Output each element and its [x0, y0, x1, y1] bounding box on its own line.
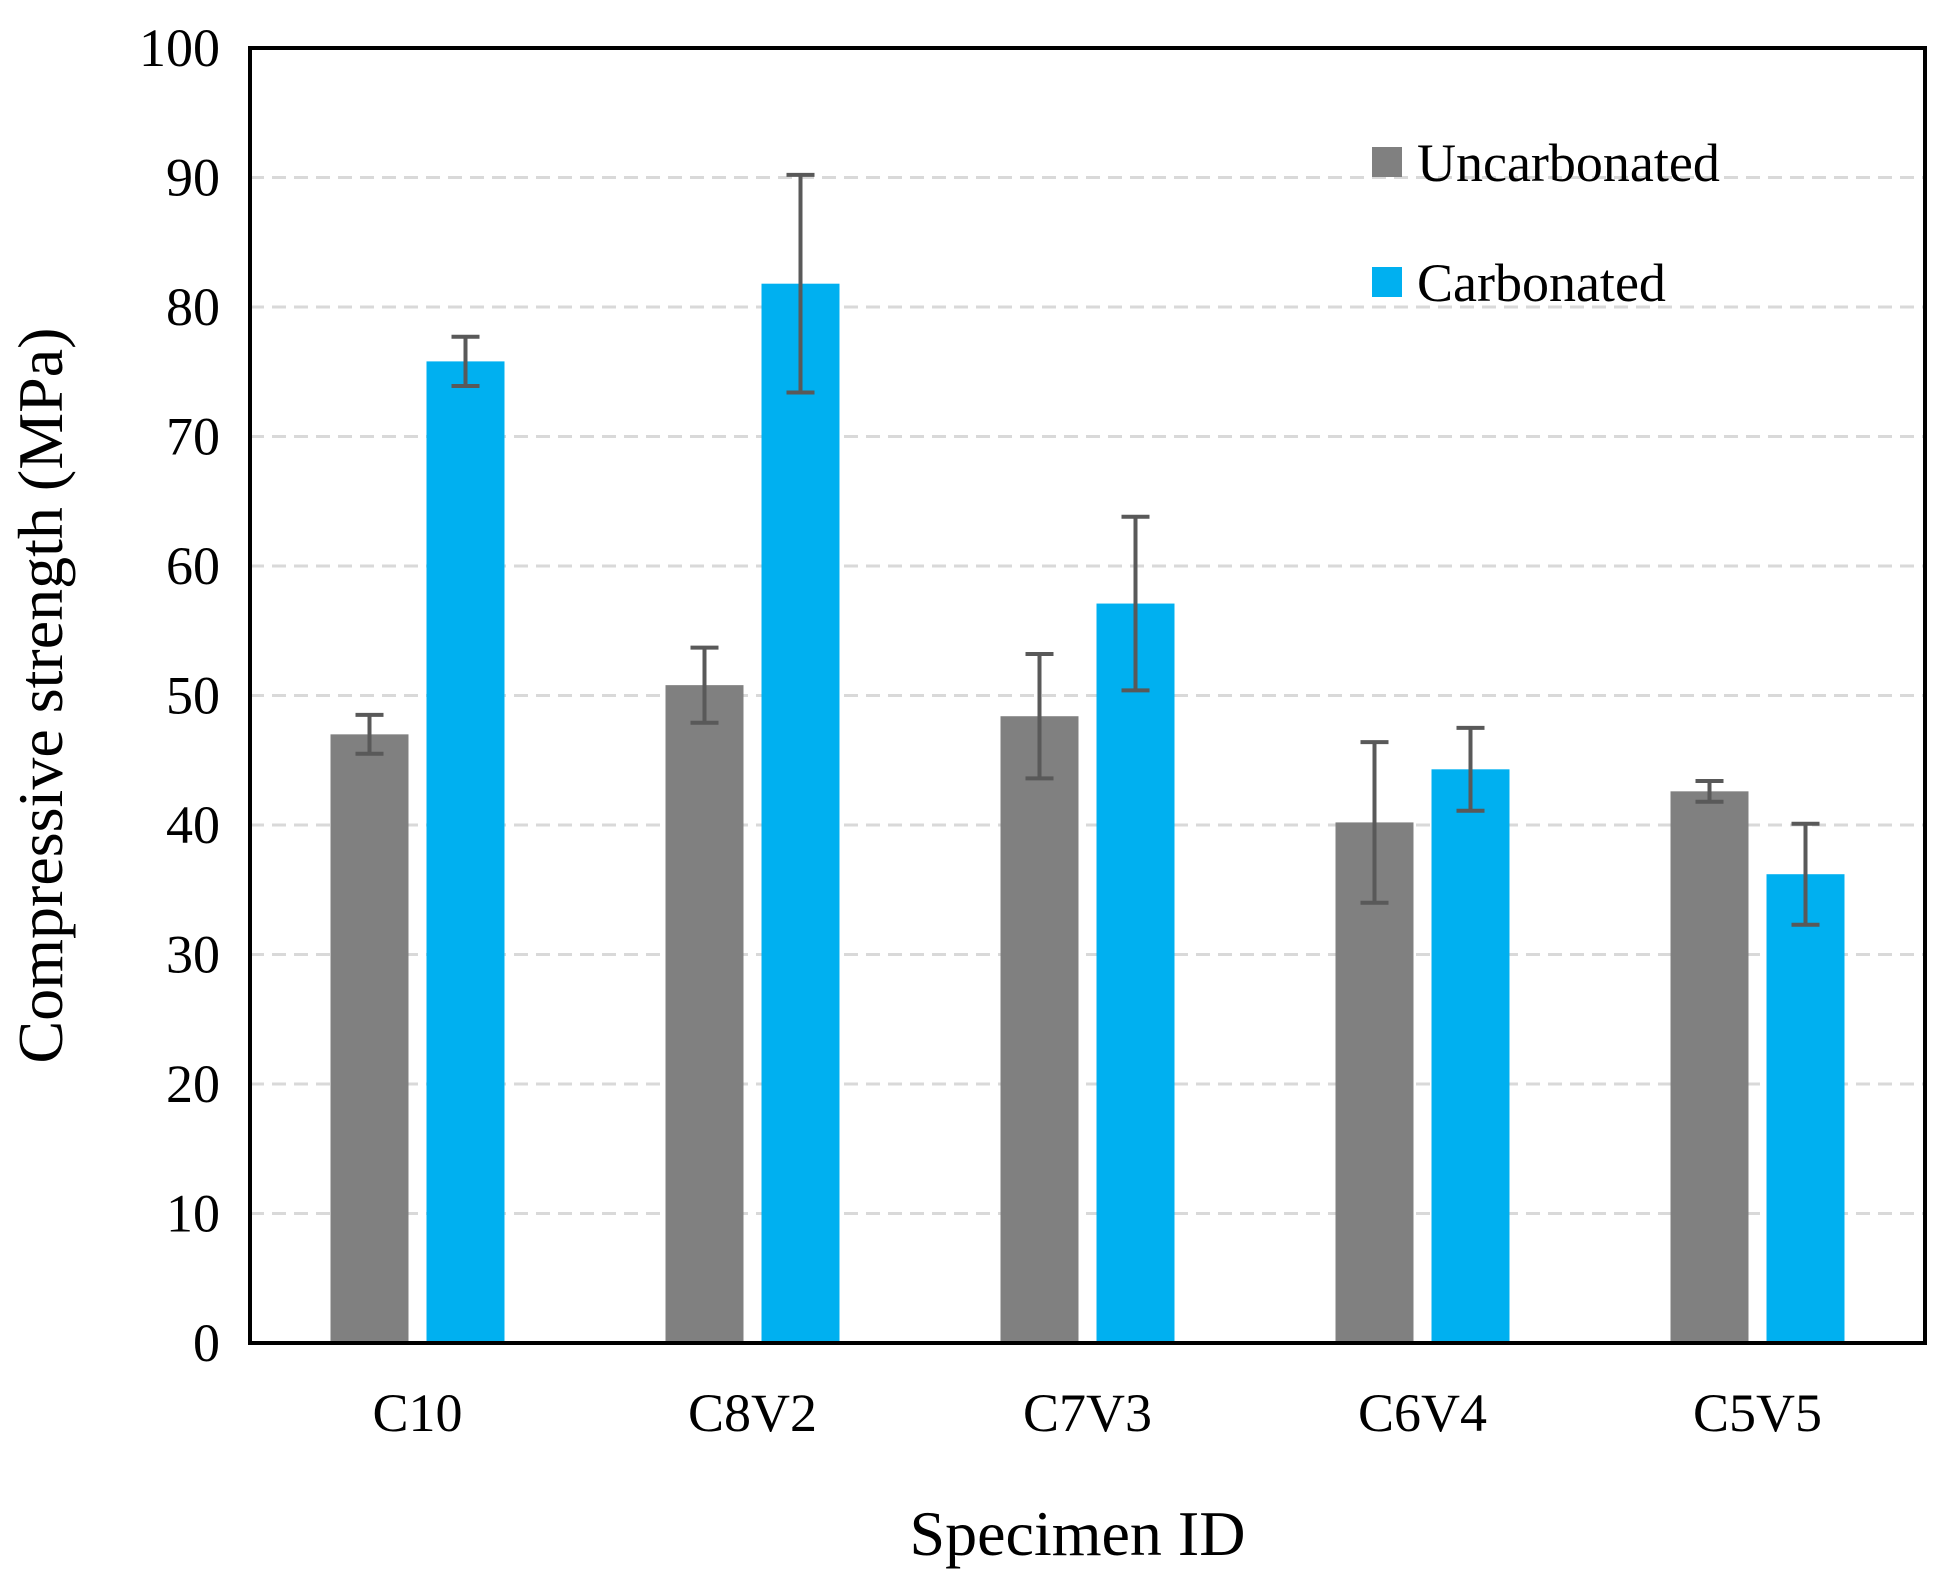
x-tick-label: C8V2 — [688, 1383, 817, 1443]
bar — [1670, 791, 1749, 1343]
x-tick-label: C7V3 — [1023, 1383, 1152, 1443]
error-bars — [355, 172, 1820, 927]
legend-swatch — [1372, 267, 1402, 297]
y-tick-label: 80 — [166, 277, 220, 337]
y-tick-label: 40 — [166, 795, 220, 855]
y-tick-label: 30 — [166, 925, 220, 985]
legend: Uncarbonated Carbonated — [1372, 133, 1720, 313]
y-tick-labels: 0 10 20 30 40 50 60 70 80 90 100 — [139, 18, 220, 1373]
bar — [1000, 716, 1079, 1343]
x-tick-label: C6V4 — [1358, 1383, 1487, 1443]
bar — [1096, 603, 1175, 1343]
y-tick-label: 10 — [166, 1184, 220, 1244]
legend-label: Carbonated — [1417, 253, 1666, 313]
bar — [426, 361, 505, 1343]
x-tick-labels: C10 C8V2 C7V3 C6V4 C5V5 — [372, 1383, 1822, 1443]
y-tick-label: 0 — [193, 1313, 220, 1373]
bar — [1766, 874, 1845, 1343]
legend-swatch — [1372, 147, 1402, 177]
x-axis-title: Specimen ID — [910, 1498, 1246, 1569]
y-tick-label: 90 — [166, 148, 220, 208]
x-tick-label: C10 — [372, 1383, 462, 1443]
y-tick-label: 70 — [166, 407, 220, 467]
bar — [665, 685, 744, 1343]
y-axis-title: Compressive strength (MPa) — [5, 328, 76, 1064]
y-tick-label: 50 — [166, 666, 220, 726]
y-tick-label: 60 — [166, 536, 220, 596]
bar — [1335, 822, 1414, 1343]
legend-label: Uncarbonated — [1417, 133, 1720, 193]
bar — [761, 283, 840, 1344]
y-tick-label: 100 — [139, 18, 220, 78]
bar — [1431, 769, 1510, 1343]
y-tick-label: 20 — [166, 1054, 220, 1114]
x-tick-label: C5V5 — [1693, 1383, 1822, 1443]
gridlines — [250, 176, 1925, 1215]
bar — [330, 734, 409, 1343]
bars — [330, 283, 1845, 1344]
plot-frame — [248, 46, 1927, 1345]
